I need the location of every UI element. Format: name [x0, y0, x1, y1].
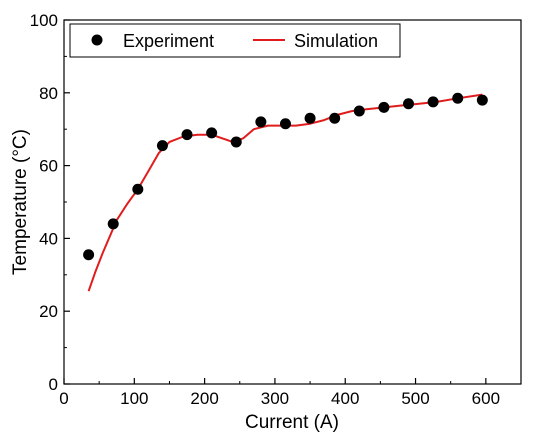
experiment-point — [156, 140, 168, 152]
y-tick-label: 20 — [39, 302, 58, 321]
experiment-point — [230, 136, 242, 148]
plot-area-frame — [63, 19, 522, 385]
experiment-point — [329, 112, 341, 124]
x-tick-label: 0 — [59, 389, 68, 408]
experiment-point — [206, 127, 218, 139]
legend-box — [69, 23, 401, 58]
y-tick-label: 0 — [49, 375, 58, 394]
experiment-point — [403, 98, 415, 110]
legend-label-experiment: Experiment — [123, 31, 214, 51]
x-tick-label: 200 — [190, 389, 218, 408]
series-layer — [83, 92, 488, 292]
x-axis-ticks: 0 100 200 300 400 500 600 — [59, 378, 500, 408]
experiment-point — [476, 94, 488, 106]
legend-marker-experiment — [91, 34, 103, 46]
experiment-point — [353, 105, 365, 117]
y-tick-label: 100 — [30, 11, 58, 30]
x-tick-label: 400 — [331, 389, 359, 408]
experiment-point — [304, 112, 316, 124]
y-tick-label: 40 — [39, 229, 58, 248]
experiment-point — [132, 183, 144, 195]
experiment-point — [427, 96, 439, 108]
experiment-point — [452, 92, 464, 104]
legend-label-simulation: Simulation — [294, 31, 378, 51]
x-tick-label: 300 — [261, 389, 289, 408]
x-axis-title: Current (A) — [245, 412, 339, 433]
legend: Experiment Simulation — [69, 23, 401, 58]
experiment-point — [279, 118, 291, 130]
y-tick-label: 80 — [39, 84, 58, 103]
x-tick-label: 500 — [401, 389, 429, 408]
experiment-point — [181, 129, 193, 141]
experiment-point — [378, 101, 390, 113]
x-tick-label: 100 — [120, 389, 148, 408]
y-axis-ticks: 0 20 40 60 80 100 — [30, 11, 70, 394]
experiment-point — [255, 116, 267, 128]
experiment-point — [83, 249, 95, 261]
y-tick-label: 60 — [39, 157, 58, 176]
y-axis-title: Temperature (°C) — [10, 129, 31, 275]
x-tick-label: 600 — [472, 389, 500, 408]
experiment-point — [107, 218, 119, 230]
